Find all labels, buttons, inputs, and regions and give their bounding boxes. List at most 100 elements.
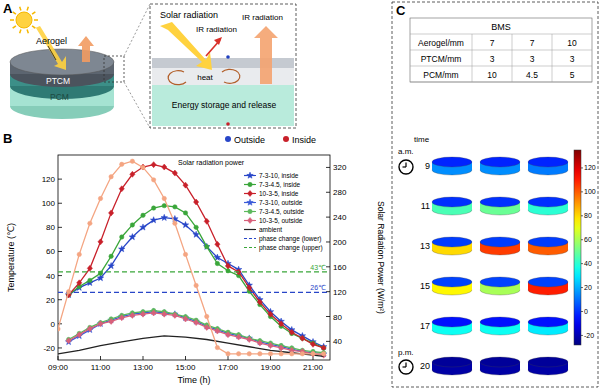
- data-point: [310, 351, 315, 357]
- data-point: [141, 213, 145, 217]
- zoom-line: [124, 82, 150, 128]
- table-rule: [552, 34, 553, 82]
- data-point: [141, 165, 145, 169]
- label: Aerogel: [36, 36, 67, 46]
- colorbar-tick-label: 80: [584, 212, 592, 219]
- panel-label: C: [396, 3, 406, 18]
- table-rule: [512, 34, 513, 82]
- time-label: 13: [420, 241, 430, 251]
- data-point: [108, 263, 114, 269]
- data-point: [98, 321, 103, 327]
- time-label: 11: [421, 201, 430, 211]
- y2-tick: [326, 217, 330, 218]
- data-point: [215, 241, 220, 247]
- data-point: [183, 252, 187, 256]
- colorbar: [574, 150, 581, 345]
- label: PCM: [50, 92, 69, 102]
- data-point: [151, 162, 156, 168]
- data-point: [173, 221, 177, 225]
- data-point: [247, 285, 252, 291]
- cylinder-top: [480, 277, 520, 287]
- data-point: [162, 164, 167, 170]
- panel-a: AerogelPTCMPCMSolar radiationIR radiatio…: [10, 4, 296, 128]
- annotation: 43℃: [310, 264, 326, 271]
- figure: ABCAerogelPTCMPCMSolar radiationIR radia…: [0, 0, 600, 389]
- cylinder-top: [528, 277, 568, 287]
- data-point: [140, 224, 146, 230]
- legend-marker: [247, 218, 252, 224]
- legend-label: 10-3-5, inside: [259, 190, 299, 197]
- cylinder-top: [480, 317, 520, 327]
- y-tick: [58, 203, 62, 204]
- sun-ray: [20, 30, 21, 34]
- table-header: BMS: [491, 22, 511, 32]
- table-rule: [410, 66, 592, 67]
- data-point: [119, 315, 124, 321]
- x-tick: [100, 356, 101, 360]
- data-point: [87, 265, 92, 271]
- data-point: [279, 321, 284, 327]
- table-cell: 3: [490, 54, 495, 64]
- colorbar-tick-label: 40: [584, 260, 592, 267]
- table-rule: [472, 34, 473, 82]
- data-point: [215, 345, 219, 349]
- table-cell: Aerogel/mm: [418, 38, 464, 48]
- data-point: [183, 182, 188, 188]
- data-point: [77, 332, 82, 338]
- y-axis-label: Temperature (℃): [6, 223, 16, 292]
- heat-arrow: [222, 69, 240, 83]
- colorbar-tick-label: 0: [584, 308, 588, 315]
- data-point: [225, 332, 230, 338]
- time-label: 17: [420, 321, 430, 331]
- cylinder-top: [432, 237, 472, 247]
- time-label: 15: [420, 281, 430, 291]
- x-tick-label: 17:00: [218, 363, 239, 372]
- series-line: [69, 312, 324, 354]
- y-tick: [58, 347, 62, 348]
- colorbar-tick-label: 120: [584, 164, 596, 171]
- table-cell: PCM/mm: [423, 70, 458, 80]
- data-point: [204, 324, 209, 330]
- series-line: [58, 161, 324, 354]
- annotation: 26℃: [310, 284, 326, 291]
- data-point: [204, 218, 209, 224]
- y2-tick: [326, 316, 330, 317]
- inset-pcm: [152, 85, 294, 126]
- data-point: [236, 352, 240, 356]
- data-point: [58, 327, 60, 331]
- key-dot: [283, 136, 289, 142]
- y2-tick-label: 120: [333, 288, 347, 297]
- y2-tick-label: 320: [333, 163, 347, 172]
- series-line: [58, 271, 330, 272]
- legend-label: phase change (upper): [259, 244, 323, 252]
- y2-tick: [326, 241, 330, 242]
- data-point: [87, 326, 92, 332]
- legend-label: 10-3-5, outside: [259, 217, 303, 224]
- data-point: [194, 283, 198, 287]
- colorbar-tick-label: 60: [584, 236, 592, 243]
- x-tick-label: 13:00: [133, 363, 154, 372]
- data-point: [300, 335, 305, 341]
- table-cell: 3: [570, 54, 575, 64]
- table-cell: PTCM/mm: [421, 54, 462, 64]
- x-tick: [58, 356, 59, 360]
- plot-data: [58, 159, 330, 358]
- y-tick-label: -20: [43, 344, 55, 353]
- x-tick: [270, 356, 271, 360]
- x-tick: [228, 356, 229, 360]
- data-point: [109, 254, 113, 258]
- y-tick-label: 120: [42, 175, 56, 184]
- data-point: [173, 205, 177, 209]
- y2-tick-label: 280: [333, 188, 347, 197]
- sun-ray: [32, 26, 35, 28]
- data-point: [120, 235, 124, 239]
- data-point: [151, 310, 156, 316]
- inset-ptcm: [152, 68, 294, 85]
- data-point: [129, 234, 135, 240]
- y2-tick: [326, 266, 330, 267]
- colorbar-tick-label: 20: [584, 284, 592, 291]
- legend-swatch: [244, 229, 256, 230]
- table-frame: [410, 18, 592, 82]
- data-point: [194, 199, 199, 205]
- label: IR radiation: [196, 25, 237, 34]
